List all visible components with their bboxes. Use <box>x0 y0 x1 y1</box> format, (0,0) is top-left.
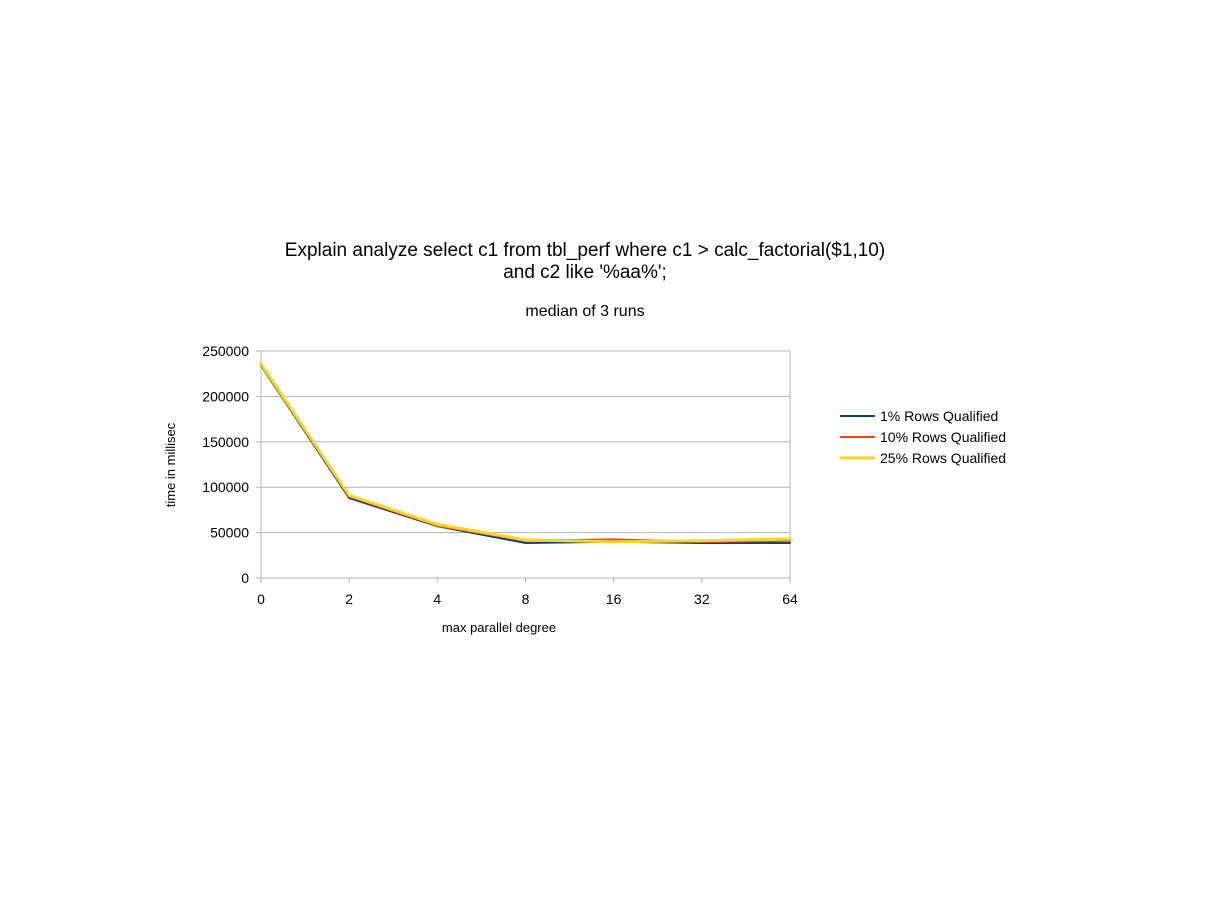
legend: 1% Rows Qualified 10% Rows Qualified 25% R… <box>840 408 1006 466</box>
y-tick-label: 50000 <box>210 525 249 541</box>
chart-title-line-1: Explain analyze select c1 from tbl_perf … <box>285 240 885 261</box>
x-tick-label: 64 <box>782 591 798 607</box>
y-axis-label: time in millisec <box>163 422 178 507</box>
x-axis-label: max parallel degree <box>442 620 556 635</box>
x-tick-label: 2 <box>345 591 353 607</box>
legend-label-2: 10% Rows Qualified <box>880 429 1006 445</box>
legend-label-1: 1% Rows Qualified <box>880 408 998 424</box>
y-tick-label: 0 <box>241 570 249 586</box>
series-lines <box>259 362 792 544</box>
series-line-2 <box>260 363 791 543</box>
y-tick-label: 200000 <box>202 388 249 404</box>
x-tick-labels: 0 2 4 8 16 32 64 <box>257 591 798 607</box>
x-tick-label: 16 <box>606 591 622 607</box>
y-tick-label: 250000 <box>202 343 249 359</box>
x-tick-label: 32 <box>694 591 710 607</box>
chart-title-line-2: and c2 like '%aa%'; <box>503 262 667 283</box>
axes <box>256 350 791 583</box>
legend-label-3: 25% Rows Qualified <box>880 450 1006 466</box>
x-tick-label: 8 <box>522 591 530 607</box>
y-tick-labels: 0 50000 100000 150000 200000 250000 <box>202 343 249 586</box>
y-tick-label: 150000 <box>202 434 249 450</box>
series-line-3 <box>259 362 792 544</box>
chart-subtitle: median of 3 runs <box>525 303 644 320</box>
series-line-1 <box>260 364 791 544</box>
y-tick-label: 100000 <box>202 479 249 495</box>
x-tick-label: 4 <box>433 591 441 607</box>
x-tick-label: 0 <box>257 591 265 607</box>
